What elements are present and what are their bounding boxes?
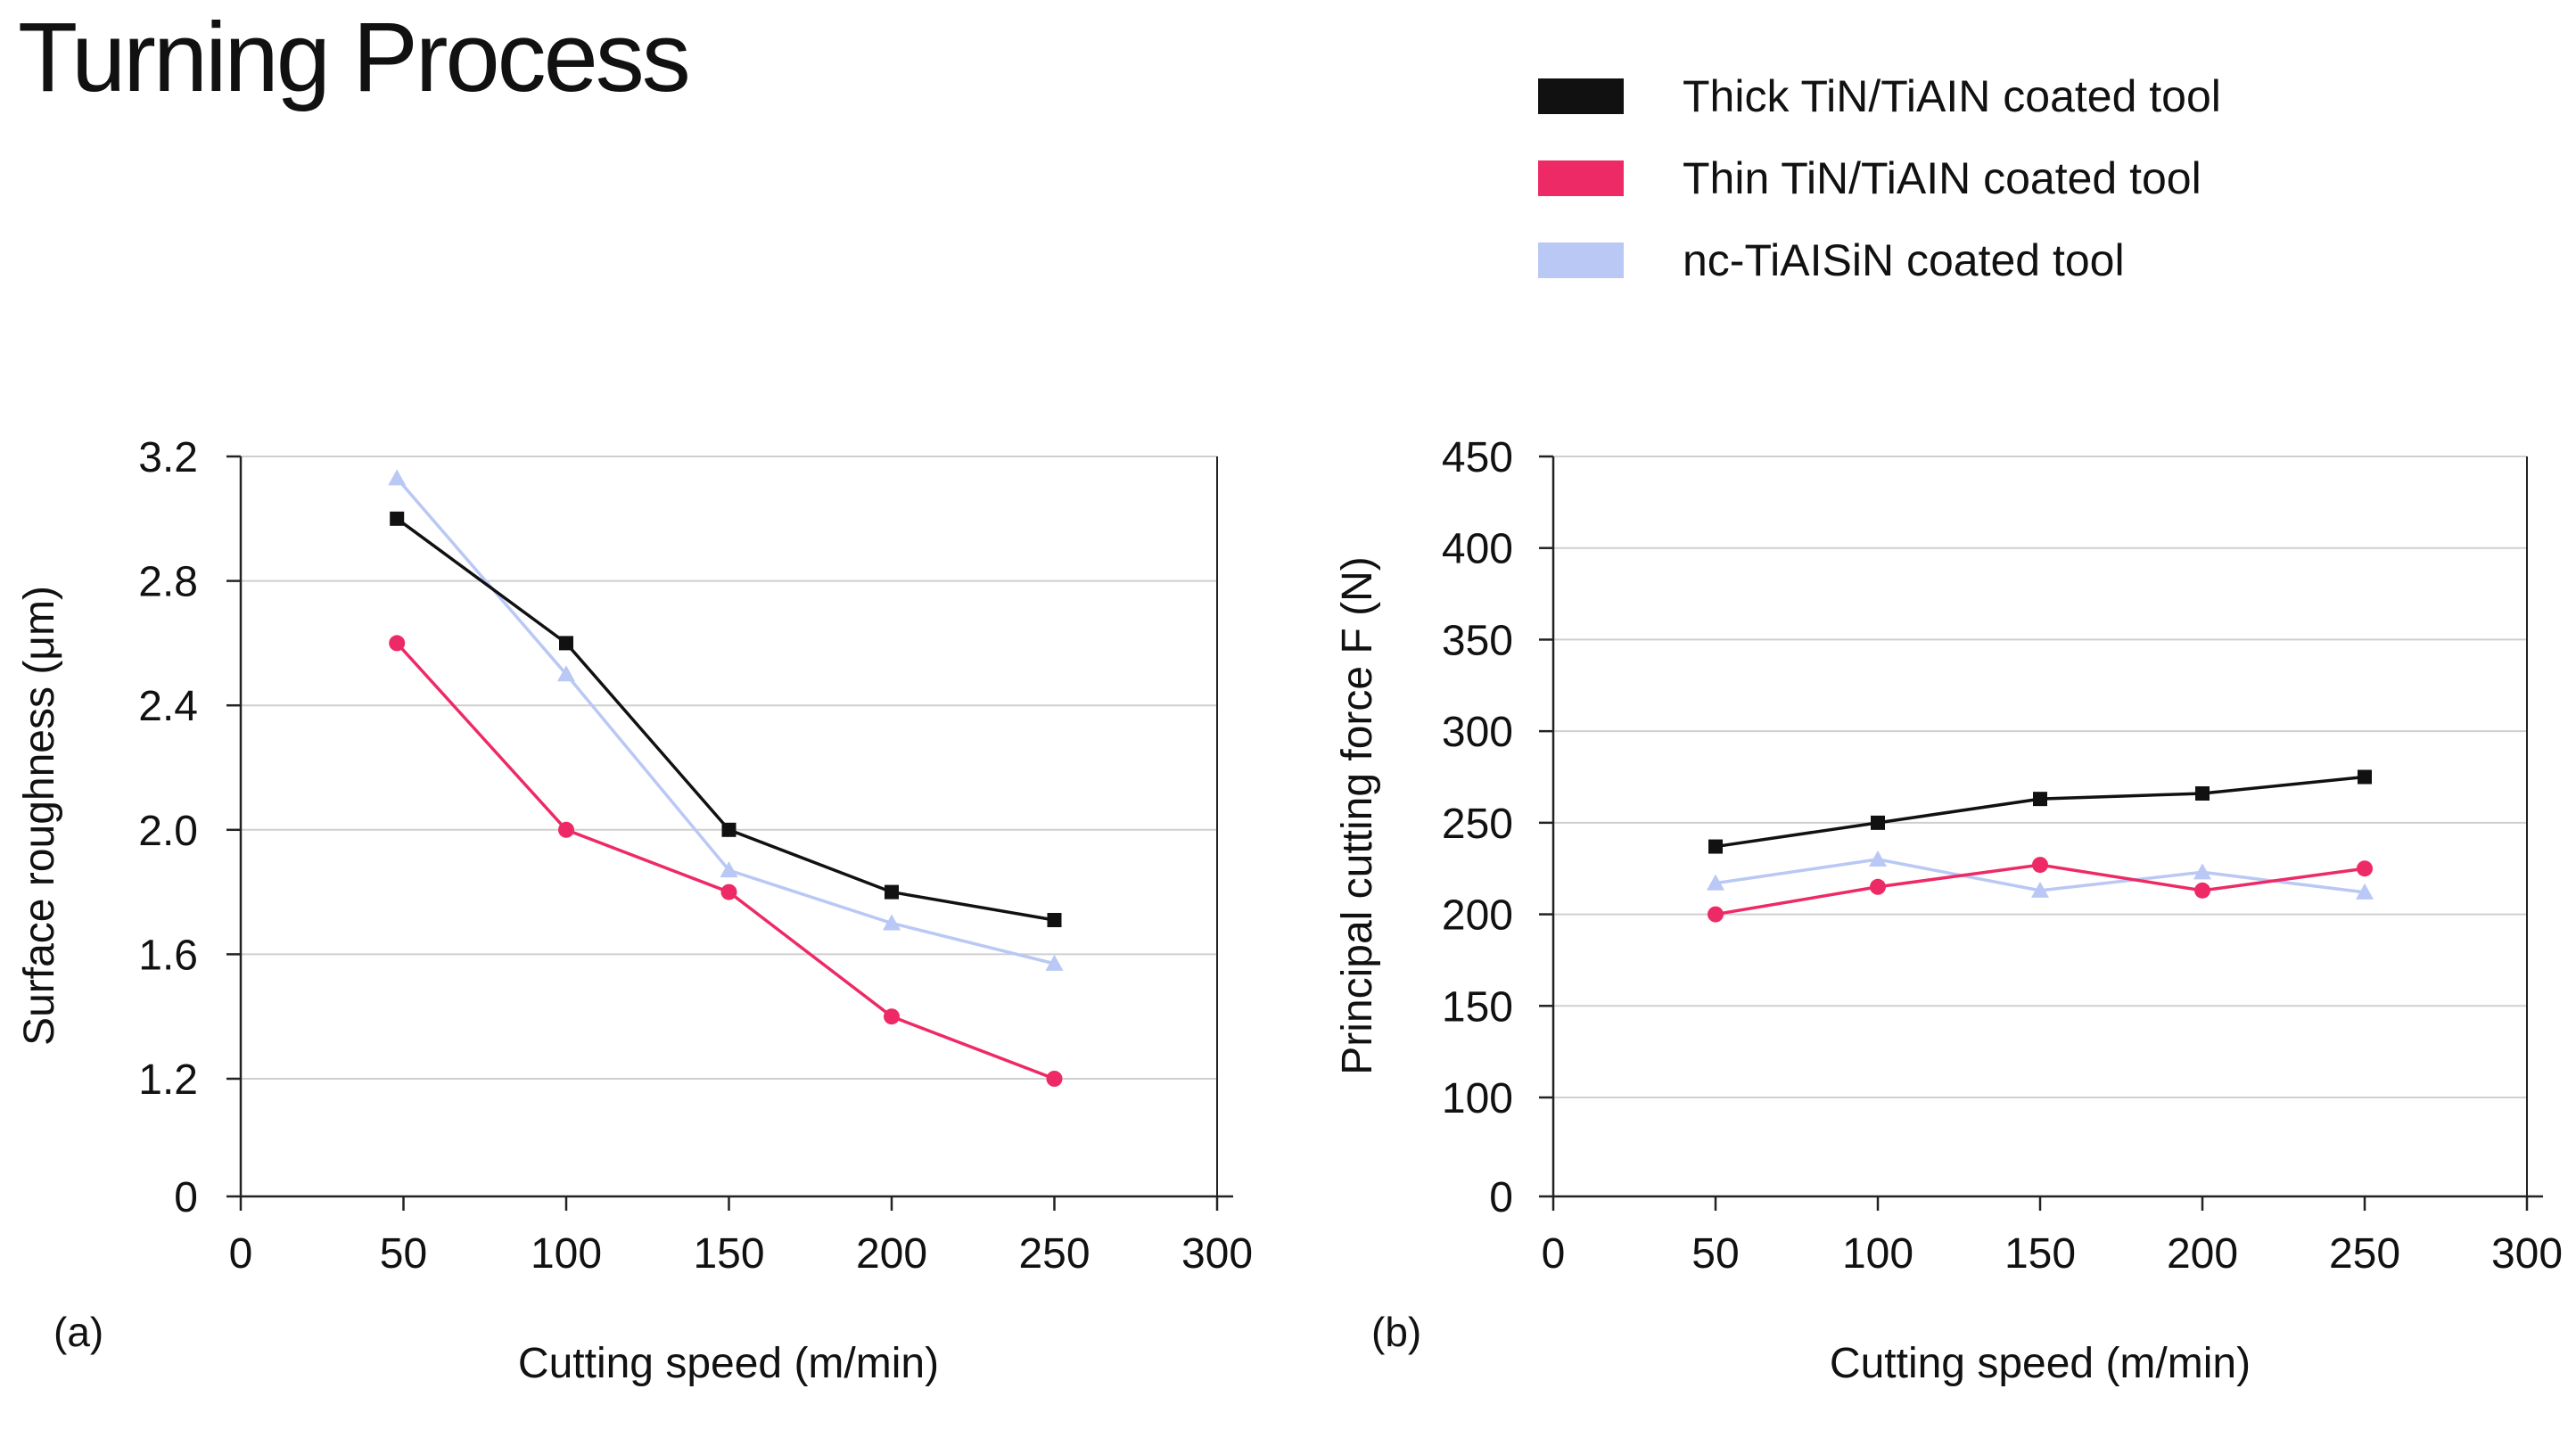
x-tick-label: 50 — [380, 1230, 427, 1278]
y-tick-label: 350 — [1442, 617, 1513, 664]
y-tick-label: 100 — [1442, 1075, 1513, 1122]
y-axis-title: Surface roughness (μm) — [16, 586, 63, 1046]
y-tick-label: 0 — [174, 1174, 198, 1221]
data-point-thin — [2357, 860, 2373, 877]
x-tick-label: 250 — [2329, 1230, 2400, 1278]
x-tick-label: 200 — [2167, 1230, 2238, 1278]
series-line-thick — [396, 517, 1055, 922]
x-tick-label: 250 — [1018, 1230, 1090, 1278]
data-point-thin — [2032, 857, 2048, 874]
x-tick-label: 200 — [856, 1230, 927, 1278]
y-tick-label: 2.4 — [138, 683, 198, 730]
data-point-thick — [1708, 839, 1723, 854]
panel-label: (a) — [53, 1309, 103, 1355]
data-point-thin — [720, 883, 737, 900]
legend-label-thin-tin: Thin TiN/TiAIN coated tool — [1683, 153, 2202, 203]
legend-swatch-thin-tin — [1538, 160, 1624, 196]
data-point-nc — [720, 861, 738, 878]
legend-label-thick-tin: Thick TiN/TiAIN coated tool — [1683, 71, 2221, 121]
data-point-nc — [2356, 883, 2374, 900]
legend-label-nc-tiaisin: nc-TiAISiN coated tool — [1683, 235, 2125, 285]
x-tick-label: 150 — [2004, 1230, 2076, 1278]
data-point-thin — [389, 635, 406, 652]
data-point-nc — [557, 665, 575, 682]
data-point-nc — [1869, 850, 1887, 867]
data-point-thin — [1708, 906, 1724, 923]
data-point-thin — [1870, 878, 1886, 895]
data-point-nc — [2193, 863, 2211, 880]
legend-item-nc-tiaisin: nc-TiAISiN coated tool — [1538, 219, 2221, 301]
y-tick-label: 250 — [1442, 801, 1513, 848]
data-point-thin — [1046, 1071, 1063, 1087]
data-point-thin — [2194, 882, 2210, 899]
y-tick-label: 2.8 — [138, 559, 198, 606]
data-point-thick — [2358, 769, 2372, 785]
page-title: Turning Process — [18, 3, 691, 112]
data-point-thick — [559, 636, 573, 651]
y-tick-label: 0 — [1489, 1174, 1513, 1221]
data-point-thick — [2033, 792, 2047, 807]
data-point-thick — [1047, 913, 1062, 928]
panel-label: (b) — [1371, 1309, 1421, 1355]
y-tick-label: 1.6 — [138, 932, 198, 979]
legend-item-thick-tin: Thick TiN/TiAIN coated tool — [1538, 55, 2221, 137]
x-tick-label: 0 — [1542, 1230, 1566, 1278]
data-point-thick — [1871, 815, 1885, 830]
x-tick-label: 0 — [229, 1230, 253, 1278]
y-tick-label: 400 — [1442, 526, 1513, 573]
y-tick-label: 1.2 — [138, 1056, 198, 1104]
series-line-thin — [395, 642, 1056, 1081]
legend: Thick TiN/TiAIN coated tool Thin TiN/TiA… — [1538, 55, 2221, 301]
data-point-nc — [388, 469, 407, 486]
data-point-thin — [884, 1008, 900, 1025]
x-axis-title: Cutting speed (m/min) — [1830, 1340, 2251, 1387]
y-tick-label: 3.2 — [138, 434, 198, 481]
legend-swatch-thick-tin — [1538, 78, 1624, 114]
x-tick-label: 100 — [531, 1230, 602, 1278]
y-tick-label: 450 — [1442, 434, 1513, 481]
y-axis-title: Principal cutting force F (N) — [1334, 556, 1381, 1075]
data-point-thick — [721, 822, 737, 837]
chart-a: 0 1.2 1.6 2.0 2.4 2.8 3.2 0 50 100 150 200 250 300 Cut… — [16, 434, 1253, 1387]
data-point-thick — [2195, 785, 2210, 801]
data-point-nc — [2031, 881, 2049, 898]
y-tick-label: 300 — [1442, 709, 1513, 756]
legend-item-thin-tin: Thin TiN/TiAIN coated tool — [1538, 137, 2221, 219]
x-tick-label: 300 — [1181, 1230, 1253, 1278]
data-point-nc — [883, 914, 901, 931]
data-point-nc — [1045, 954, 1064, 971]
x-tick-label: 50 — [1691, 1230, 1739, 1278]
y-tick-label: 200 — [1442, 892, 1513, 940]
x-tick-label: 300 — [2491, 1230, 2563, 1278]
data-point-thin — [558, 821, 574, 838]
x-tick-label: 150 — [693, 1230, 764, 1278]
y-tick-label: 2.0 — [138, 808, 198, 855]
x-axis-title: Cutting speed (m/min) — [518, 1340, 939, 1387]
data-point-thick — [885, 884, 899, 900]
y-tick-label: 150 — [1442, 983, 1513, 1031]
data-point-thick — [390, 511, 405, 526]
legend-swatch-nc-tiaisin — [1538, 242, 1624, 278]
chart-b: 0 100 150 200 250 300 350 400 450 0 50 100 150 200 250… — [1334, 434, 2563, 1387]
series-line-thick — [1715, 775, 2366, 849]
x-tick-label: 100 — [1842, 1230, 1913, 1278]
data-point-nc — [1707, 874, 1724, 891]
